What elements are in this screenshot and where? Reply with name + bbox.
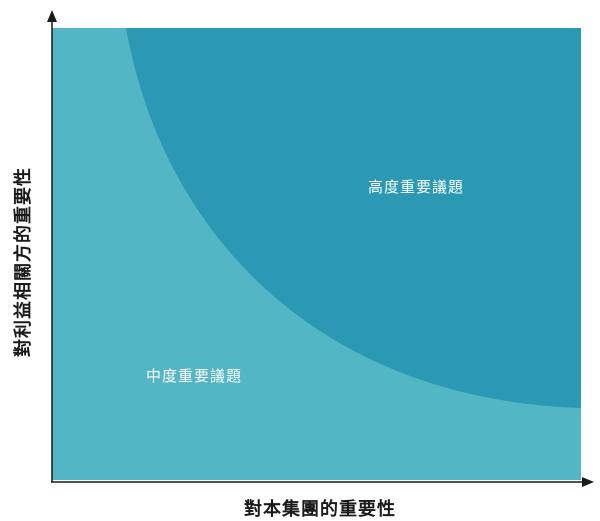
high-importance-label: 高度重要議題 <box>368 178 465 196</box>
high-importance-region <box>126 28 581 408</box>
x-axis-title: 對本集團的重要性 <box>244 499 396 520</box>
x-axis-arrow <box>582 477 594 487</box>
medium-importance-label: 中度重要議題 <box>146 367 243 385</box>
y-axis-title: 對利益相關方的重要性 <box>13 167 34 357</box>
y-axis-arrow <box>47 10 57 22</box>
